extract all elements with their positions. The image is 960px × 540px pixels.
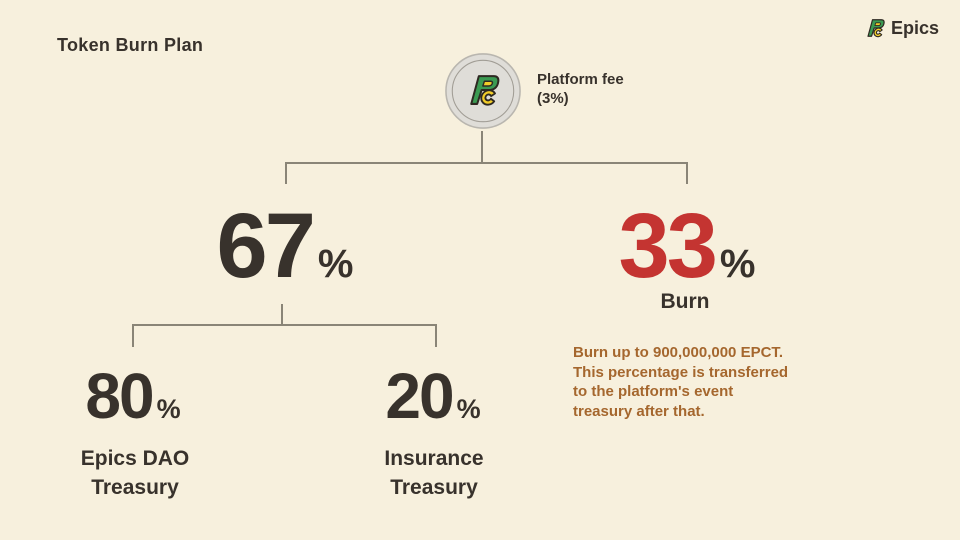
burn-note: Burn up to 900,000,000 EPCT. This percen… [573, 344, 789, 420]
percent-sign: % [719, 242, 756, 286]
branch-67-percent: 67 % [217, 200, 354, 292]
percent-sign: % [456, 394, 481, 424]
leaf-80-percent: 80 % [85, 364, 180, 428]
brand-logo: Epics [864, 17, 939, 39]
branch-33-percent: 33 % [619, 200, 756, 292]
platform-fee-label: Platform fee (3%) [537, 71, 624, 107]
brand-name: Epics [891, 17, 940, 38]
percent-sign: % [317, 242, 354, 286]
platform-fee-coin-icon [444, 52, 522, 130]
page-title: Token Burn Plan [57, 35, 204, 55]
branch-67-value: 67 [216, 195, 316, 297]
leaf-20-percent: 20 % [385, 364, 480, 428]
insurance-treasury-label: Insurance Treasury [384, 447, 484, 499]
leaf-80-value: 80 [85, 360, 154, 432]
leaf-20-value: 20 [385, 360, 454, 432]
epics-dao-treasury-label: Epics DAO Treasury [80, 447, 190, 499]
percent-sign: % [156, 394, 181, 424]
branch-33-value: 33 [618, 195, 718, 297]
burn-label: Burn [660, 290, 710, 313]
